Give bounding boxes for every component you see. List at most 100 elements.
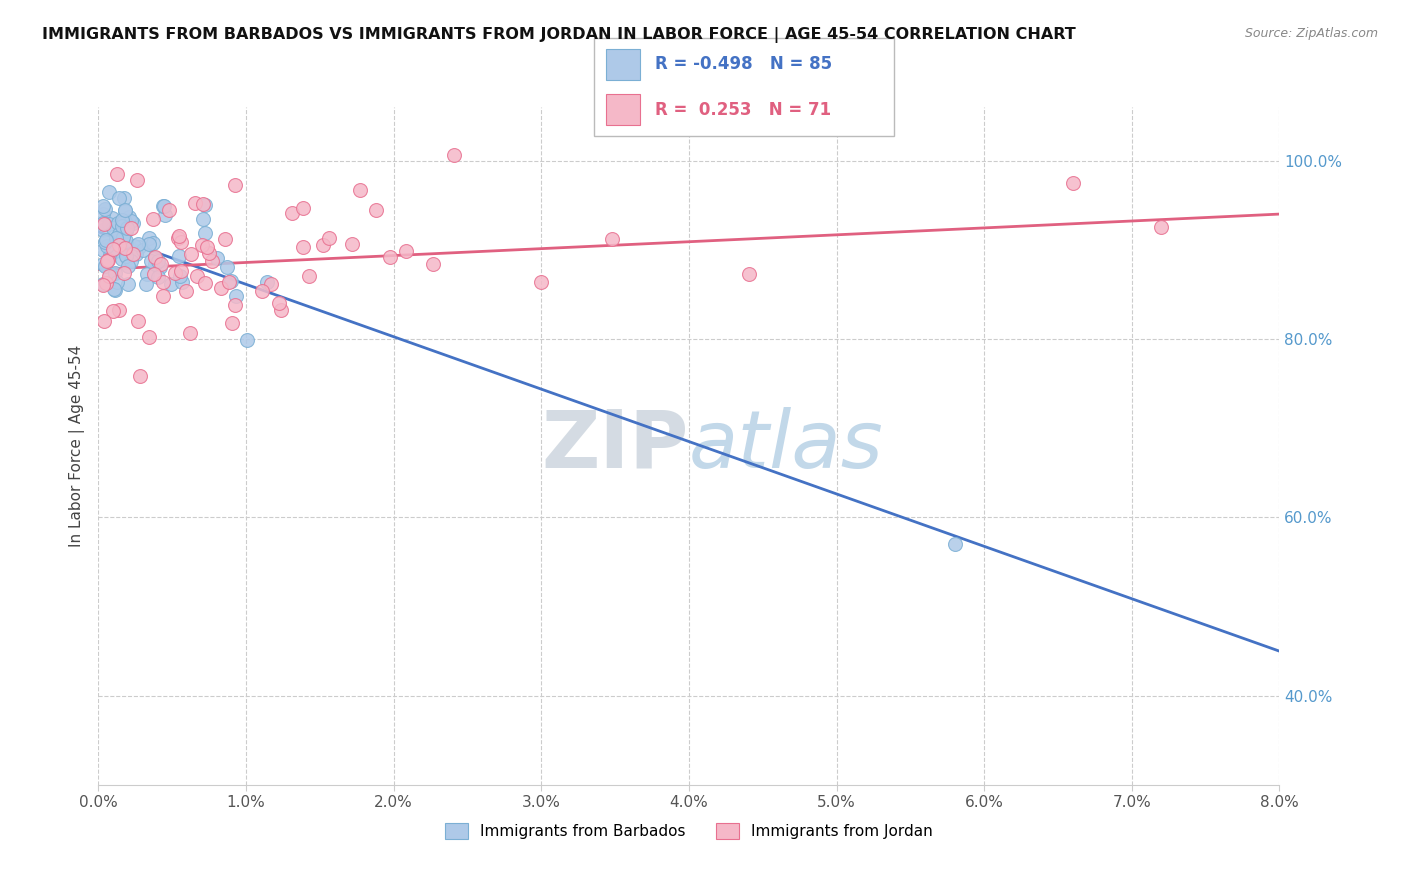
Y-axis label: In Labor Force | Age 45-54: In Labor Force | Age 45-54 [69,345,84,547]
Point [118,241,141,255]
Point [107,216,129,230]
Point [114,204,136,219]
Text: ZIP: ZIP [541,407,689,485]
Point [115,249,138,263]
Point [142,267,165,281]
Point [114,234,136,248]
Point [1062,176,1084,190]
Point [224,298,246,312]
Point [219,274,242,288]
Point [194,226,217,240]
Point [148,270,170,285]
Point [115,252,138,266]
Point [120,254,142,268]
Point [97,269,120,284]
Point [169,268,191,283]
Point [105,167,128,181]
Point [422,257,444,271]
Point [91,223,114,237]
Point [291,239,314,253]
Point [115,220,138,235]
Point [170,275,193,289]
Point [136,267,159,281]
Point [91,199,114,213]
Point [209,281,232,295]
Point [114,215,136,229]
Point [127,236,149,251]
Point [103,282,125,296]
Point [103,239,125,253]
Point [138,329,160,343]
Point [128,240,150,254]
Point [108,227,131,241]
Point [132,243,155,257]
Point [167,249,190,263]
Point [148,254,170,268]
Point [602,231,624,245]
Legend: Immigrants from Barbados, Immigrants from Jordan: Immigrants from Barbados, Immigrants fro… [439,817,939,845]
Text: Source: ZipAtlas.com: Source: ZipAtlas.com [1244,27,1378,40]
Point [218,276,240,290]
Point [180,246,202,260]
Point [101,303,124,318]
Point [214,232,236,246]
Point [191,238,214,252]
Point [125,246,148,260]
FancyBboxPatch shape [593,37,894,136]
Point [93,314,115,328]
Point [194,277,217,291]
Point [169,264,191,278]
Point [224,178,246,193]
Point [252,284,274,298]
Point [91,244,114,258]
Point [101,211,124,226]
Point [118,211,141,225]
Point [94,277,117,291]
Point [121,216,143,230]
Point [96,233,118,247]
Point [125,173,148,187]
Point [108,238,131,252]
Bar [606,49,640,79]
Point [112,266,135,280]
Point [104,266,127,280]
Point [93,259,115,273]
Point [98,267,121,281]
Point [101,242,124,256]
Point [184,195,207,210]
Point [105,276,128,290]
Point [94,202,117,217]
Point [101,221,124,235]
Point [143,257,166,271]
Point [107,191,129,205]
Point [122,247,145,261]
Point [138,231,160,245]
Point [159,277,181,291]
Point [366,202,388,217]
Point [152,199,174,213]
Point [111,215,134,229]
Point [291,201,314,215]
Point [93,217,115,231]
Point [395,244,418,259]
Text: R =  0.253   N = 71: R = 0.253 N = 71 [655,101,831,119]
Point [96,254,118,268]
Point [186,269,208,284]
Point [260,277,283,291]
Point [122,239,145,253]
Point [141,254,163,268]
Point [298,268,321,283]
Point [112,191,135,205]
Point [194,198,217,212]
Point [198,245,221,260]
Point [108,303,131,318]
Point [179,326,201,341]
Point [143,251,166,265]
Point [256,276,278,290]
Point [943,537,966,551]
Point [530,275,553,289]
Point [215,260,238,274]
Point [117,277,139,291]
Point [111,252,134,266]
Point [152,289,174,303]
